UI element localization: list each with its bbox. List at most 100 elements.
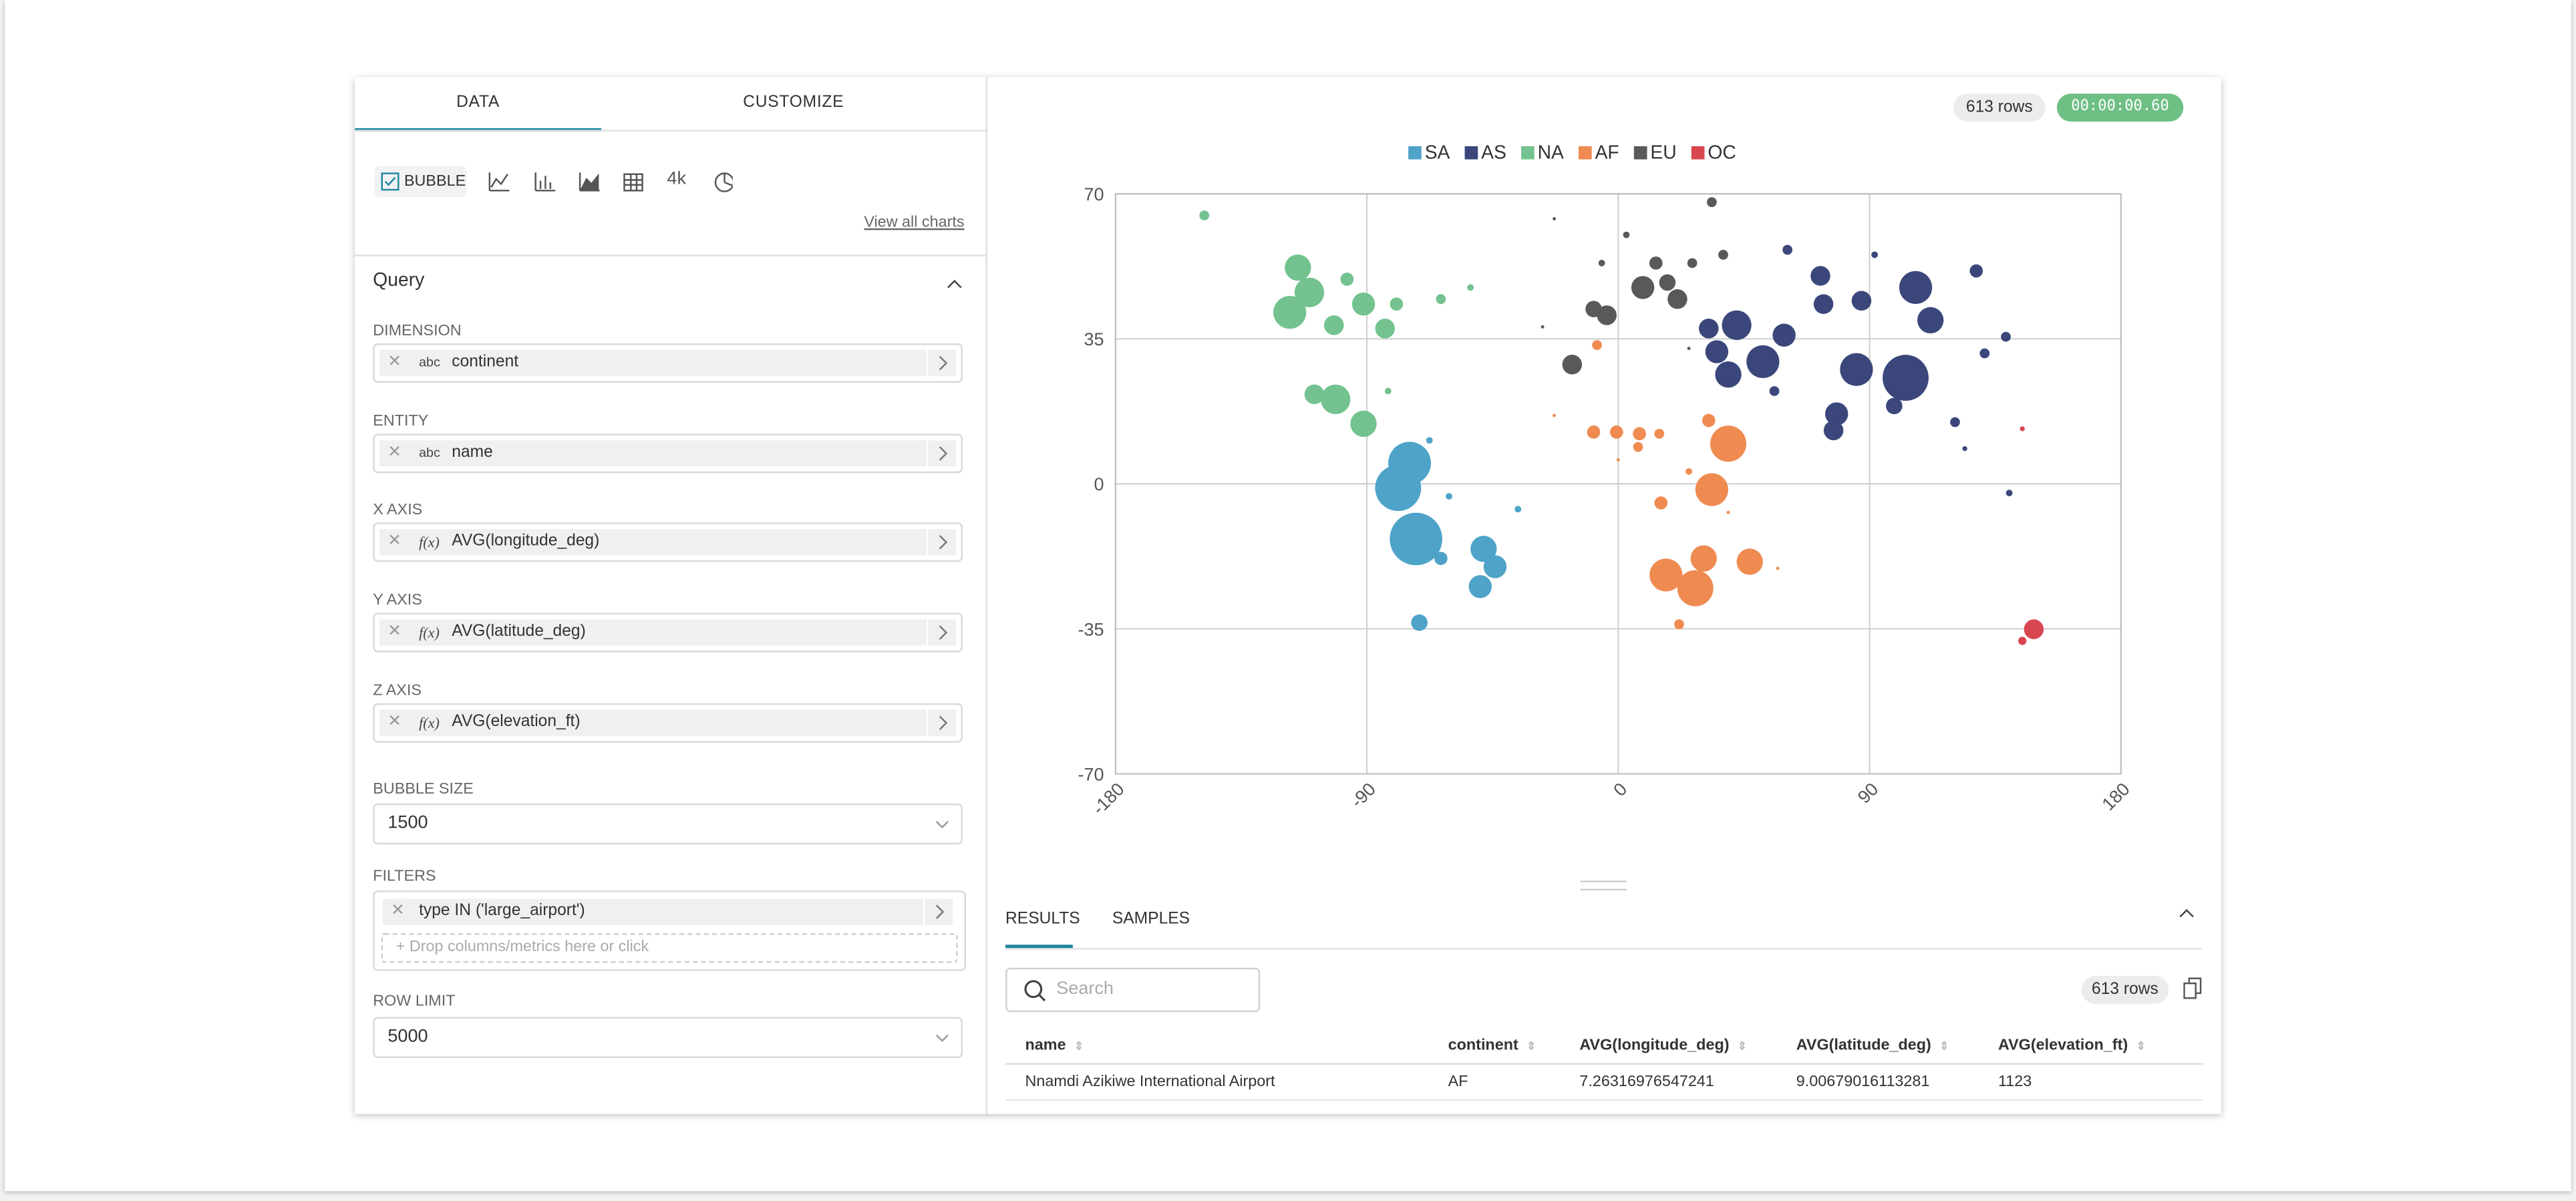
bubble [1541,325,1545,329]
bubble [1659,274,1676,291]
filter-drop-zone[interactable]: + Drop columns/metrics here or click [381,933,958,963]
column-header[interactable]: AVG(elevation_ft) ⇕ [1998,1030,2203,1063]
bubble [1674,619,1684,630]
chart-type-selected[interactable]: BUBBLE [374,166,467,198]
column-header[interactable]: name ⇕ [1005,1030,1448,1063]
field-label: BUBBLE SIZE [373,780,474,799]
tab[interactable]: DATA [456,94,500,112]
select-value: 5000 [387,1027,428,1047]
field[interactable]: ✕ abc name [373,433,963,473]
search-input[interactable]: Search [1005,967,1261,1013]
bubble-series [2018,426,2044,645]
legend-swatch [1633,146,1647,160]
table-row: Nnamdi Azikiwe International Airport AF 7.… [1005,1063,2203,1099]
bubble [1323,315,1344,335]
bubble [1633,442,1643,452]
bubble [1969,264,1983,278]
legend-label: EU [1650,141,1676,162]
table-cell: 7.26316976547241 [1579,1071,1714,1091]
bubble [1687,258,1698,269]
bubble [1776,566,1780,570]
legend: SA AS NA AF EU OC [1408,141,1736,162]
y-tick-label: -70 [1078,764,1104,784]
divider [355,130,986,132]
legend-label: SA [1425,141,1450,162]
x-tick-label: -180 [1088,779,1128,819]
column-title: AVG(longitude_deg) [1579,1037,1730,1055]
bubble [1199,210,1210,220]
search-placeholder: Search [1056,979,1114,999]
field-chip: ✕ abc name [379,440,929,466]
legend-label: AS [1481,141,1506,162]
tab-underline [1005,945,1073,949]
row-limit-select[interactable]: 5000 [373,1017,963,1059]
table-cell: Nnamdi Azikiwe International Airport [1025,1071,1275,1091]
remove-icon: ✕ [387,353,402,371]
chart-type-count[interactable]: 4k [667,169,687,189]
plot-frame [1114,193,2122,775]
bubble-series [1199,210,1474,438]
bubble [1390,297,1404,311]
bubble [1654,496,1668,510]
collapse-icon[interactable] [2179,907,2195,920]
table-cell: 1123 [1997,1071,2032,1091]
collapse-icon[interactable] [946,278,963,291]
remove-icon: ✕ [387,532,402,551]
field-kind: f(x) [419,534,440,551]
filters-box: ✕ type IN ('large_airport') + Drop column… [373,890,967,971]
results-table: name ⇕ continent ⇕ AVG(longitude_deg) ⇕ AVG(la… [1005,1030,2203,1100]
x-tick-label: 0 [1609,779,1631,800]
bubble [1871,251,1879,259]
column-header[interactable]: AVG(latitude_deg) ⇕ [1796,1030,1998,1063]
copy-icon[interactable] [2183,977,2203,1001]
column-header[interactable]: AVG(longitude_deg) ⇕ [1579,1030,1796,1063]
field[interactable]: ✕ f(x) AVG(longitude_deg) [373,523,963,563]
legend-label: AF [1595,141,1619,162]
view-all-link[interactable]: View all charts [864,213,965,232]
bubble [1813,294,1834,314]
bubble [1883,355,1929,401]
field[interactable]: ✕ f(x) AVG(latitude_deg) [373,613,963,653]
legend-label: NA [1538,141,1564,162]
remove-icon: ✕ [387,713,402,731]
results-tab[interactable]: SAMPLES [1112,910,1190,928]
bubble-size-select[interactable]: 1500 [373,803,963,845]
bubble [1304,384,1325,405]
bubble [1772,323,1796,347]
divider [355,254,986,256]
divider [1005,948,2202,950]
field-chip: ✕ f(x) AVG(longitude_deg) [379,529,929,556]
chart-type-icons[interactable] [486,169,733,195]
bubble [1726,510,1730,514]
legend-label: OC [1708,141,1736,162]
field-arrow [926,349,957,377]
bubble-series [1541,197,1728,375]
bubble [1587,425,1601,439]
results-tab[interactable]: RESULTS [1005,910,1080,928]
bubble [1715,361,1742,388]
bubble [1979,348,1990,359]
filter-item[interactable]: ✕ type IN ('large_airport') [377,894,958,930]
sort-icon: ⇕ [1526,1042,1537,1054]
bubble [1446,493,1452,500]
bubble [1685,468,1693,475]
column-header[interactable]: continent ⇕ [1448,1030,1580,1063]
field-value: AVG(longitude_deg) [452,532,600,551]
field-kind: f(x) [419,714,440,731]
bubble [1483,555,1507,578]
bubble [1467,284,1474,291]
field[interactable]: ✕ f(x) AVG(elevation_ft) [373,703,963,743]
bubble [1426,437,1433,444]
field-kind: abc [419,355,440,370]
field[interactable]: ✕ abc continent [373,343,963,383]
control-panel: DATA CUSTOMIZE BUBBLE 4k View all charts… [355,77,987,1114]
legend-swatch [1578,146,1592,160]
bubble [1736,548,1763,575]
resize-handle[interactable] [1580,880,1627,891]
column-title: name [1025,1037,1066,1055]
column-title: continent [1448,1037,1518,1055]
bubble [1654,428,1665,439]
drop-placeholder: Drop columns/metrics here or click [409,938,649,957]
chart-type-label: BUBBLE [404,172,466,191]
tab[interactable]: CUSTOMIZE [743,94,844,112]
